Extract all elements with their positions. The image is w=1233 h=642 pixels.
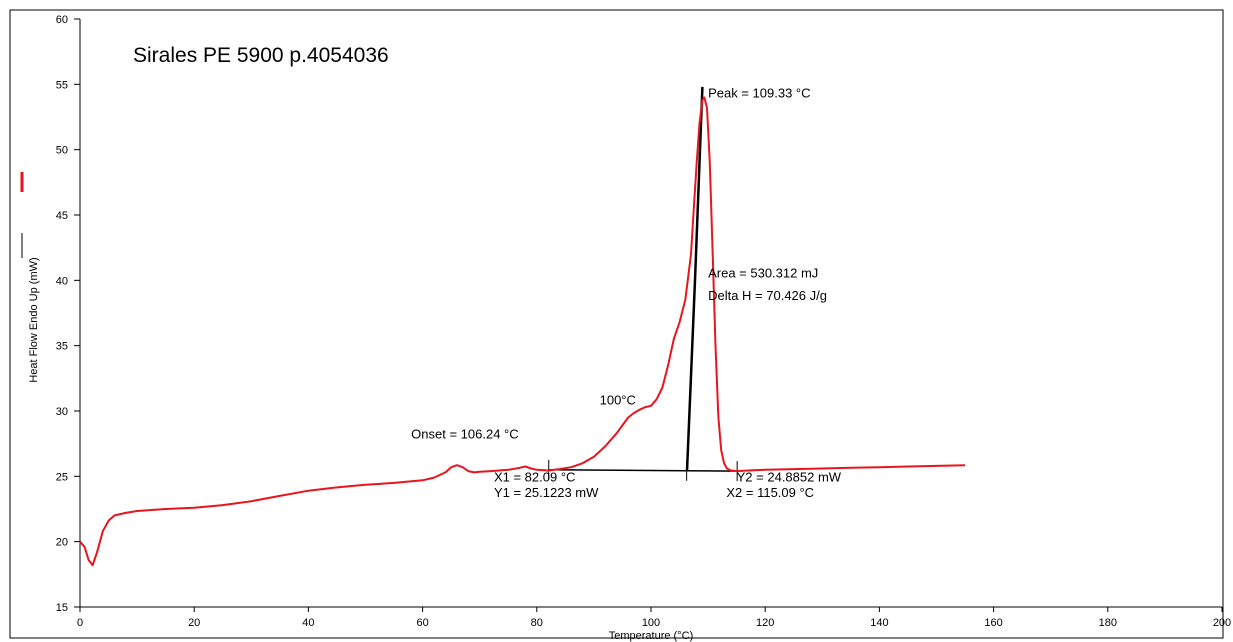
annotation-label: Y1 = 25.1223 mW [494, 485, 599, 500]
annotation-label: Area = 530.312 mJ [708, 266, 818, 281]
y-tick-label: 60 [56, 14, 68, 26]
y-tick-label: 15 [56, 602, 68, 614]
x-tick-label: 60 [416, 617, 428, 629]
y-tick-label: 20 [56, 537, 68, 549]
annotation-label: Onset = 106.24 °C [411, 426, 518, 441]
x-tick-label: 100 [642, 617, 660, 629]
y-tick-label: 50 [56, 145, 68, 157]
x-tick-label: 140 [870, 617, 888, 629]
x-axis-label: Temperature (°C) [609, 630, 693, 642]
x-tick-label: 20 [188, 617, 200, 629]
annotation-label: X2 = 115.09 °C [726, 485, 814, 500]
annotation-label: Delta H = 70.426 J/g [708, 288, 827, 303]
x-tick-label: 180 [1099, 617, 1117, 629]
y-tick-label: 35 [56, 341, 68, 353]
chart-frame [10, 10, 1223, 638]
x-tick-label: 0 [77, 617, 83, 629]
x-tick-label: 160 [984, 617, 1002, 629]
chart-title: Sirales PE 5900 p.4054036 [133, 44, 389, 67]
annotation-label: Peak = 109.33 °C [708, 85, 810, 100]
x-tick-label: 120 [756, 617, 774, 629]
x-tick-label: 80 [531, 617, 543, 629]
x-tick-label: 200 [1213, 617, 1231, 629]
y-tick-label: 25 [56, 471, 68, 483]
annotation-label: Y2 = 24.8852 mW [737, 470, 842, 485]
annotation-label: 100°C [600, 392, 636, 407]
y-tick-label: 55 [56, 79, 68, 91]
y-tick-label: 40 [56, 275, 68, 287]
y-tick-label: 45 [56, 210, 68, 222]
y-tick-label: 30 [56, 406, 68, 418]
x-tick-label: 40 [302, 617, 314, 629]
y-axis-label: Heat Flow Endo Up (mW) [28, 257, 40, 382]
annotation-label: X1 = 82.09 °C [494, 470, 575, 485]
